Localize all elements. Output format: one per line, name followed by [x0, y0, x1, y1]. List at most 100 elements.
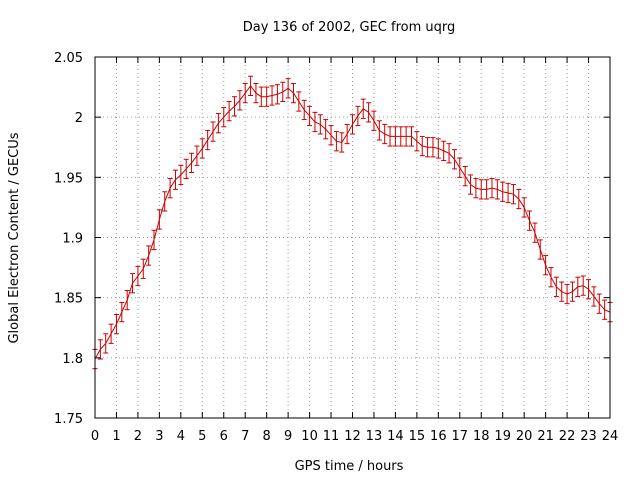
error-bar: [387, 126, 393, 147]
error-bar: [296, 91, 302, 112]
error-bar: [602, 299, 608, 320]
error-bar: [580, 275, 586, 296]
x-tick-label: 14: [387, 429, 404, 444]
error-bar: [108, 323, 114, 344]
error-bar: [521, 197, 527, 218]
error-bar: [360, 98, 366, 119]
error-bar: [253, 82, 259, 104]
error-bar: [564, 283, 570, 305]
plot-frame: [94, 56, 611, 419]
error-bar: [457, 157, 463, 178]
x-tick-label: 19: [494, 429, 511, 444]
error-bar: [478, 179, 484, 200]
error-bar: [290, 82, 296, 104]
y-tick-label: 2: [75, 111, 83, 126]
error-bar: [484, 179, 490, 200]
error-bar: [382, 123, 388, 145]
y-tick-label: 1.75: [54, 412, 83, 427]
error-bar: [199, 138, 205, 159]
x-tick-label: 2: [134, 429, 142, 444]
error-bar: [430, 137, 436, 158]
error-bar: [189, 152, 195, 174]
error-bar: [162, 191, 168, 212]
error-bar: [537, 239, 543, 260]
error-bar: [103, 333, 109, 354]
error-bar: [446, 143, 452, 164]
x-tick-label: 0: [91, 429, 99, 444]
y-tick-label: 1.85: [54, 292, 83, 307]
x-tick-label: 13: [366, 429, 383, 444]
error-bar: [221, 107, 227, 128]
error-bar: [307, 105, 313, 127]
error-bar: [366, 102, 372, 123]
x-tick-label: 20: [516, 429, 533, 444]
x-tick-label: 15: [409, 429, 426, 444]
error-bar: [409, 126, 415, 147]
error-bar: [532, 222, 538, 243]
x-tick-label: 12: [344, 429, 361, 444]
error-bar: [205, 129, 211, 151]
error-bar: [130, 273, 136, 294]
error-bar: [403, 126, 409, 147]
error-bar: [231, 96, 237, 117]
error-bar: [248, 75, 254, 97]
error-bar: [301, 99, 307, 121]
error-bar: [146, 245, 152, 266]
x-tick-label: 4: [177, 429, 185, 444]
y-tick-label: 1.95: [54, 171, 83, 186]
x-tick-label: 22: [559, 429, 576, 444]
error-bar: [516, 188, 522, 210]
error-bar: [124, 289, 130, 311]
y-tick-label: 1.9: [62, 232, 83, 247]
x-tick-label: 18: [473, 429, 490, 444]
error-bar: [569, 281, 575, 302]
error-bar: [425, 137, 431, 158]
error-bar: [414, 131, 420, 152]
y-axis-label: Global Electron Content / GECUs: [7, 132, 22, 343]
error-bar: [510, 184, 516, 205]
error-bar: [156, 209, 162, 230]
error-bar: [419, 135, 425, 157]
x-tick-label: 3: [155, 429, 163, 444]
x-tick-label: 17: [452, 429, 469, 444]
error-bar: [468, 174, 474, 195]
error-bar: [172, 169, 178, 190]
x-tick-labels: 0 1 2 3 4 5 6 7 8 9 10 11 12 13 14 15 16 17 18 19 20 21 22 23 24: [91, 429, 618, 444]
error-bar: [505, 182, 511, 204]
error-bar: [167, 178, 173, 199]
error-bar: [135, 265, 141, 287]
error-bar: [371, 110, 377, 131]
y-tick-label: 2.05: [54, 51, 83, 66]
y-tick-labels: 1.75 1.8 1.85 1.9 1.95 2 2.05: [54, 51, 83, 427]
error-bar: [392, 126, 398, 147]
error-bar: [194, 145, 200, 166]
x-tick-label: 11: [323, 429, 340, 444]
error-bar: [543, 255, 549, 276]
error-bar: [323, 119, 329, 140]
error-bar: [586, 279, 592, 300]
error-bar: [339, 132, 345, 153]
error-bar: [178, 164, 184, 186]
error-bar: [350, 114, 355, 135]
x-tick-label: 9: [284, 429, 292, 444]
x-tick-label: 8: [263, 429, 271, 444]
x-tick-label: 16: [430, 429, 447, 444]
error-bar: [473, 178, 479, 199]
error-bar: [441, 140, 447, 161]
error-bar: [355, 105, 361, 127]
error-bar: [210, 121, 216, 142]
error-bar: [237, 90, 243, 111]
error-bar: [285, 78, 291, 99]
error-bar: [280, 81, 286, 103]
error-bar: [398, 126, 404, 147]
chart-title: Day 136 of 2002, GEC from uqrg: [243, 20, 456, 35]
error-bar: [489, 178, 495, 199]
error-bar: [435, 138, 441, 159]
error-bar: [226, 101, 232, 122]
error-bar: [119, 301, 125, 323]
error-bar: [97, 339, 103, 360]
x-axis-label: GPS time / hours: [295, 459, 404, 474]
error-bar: [575, 276, 581, 297]
error-bar: [328, 125, 334, 146]
